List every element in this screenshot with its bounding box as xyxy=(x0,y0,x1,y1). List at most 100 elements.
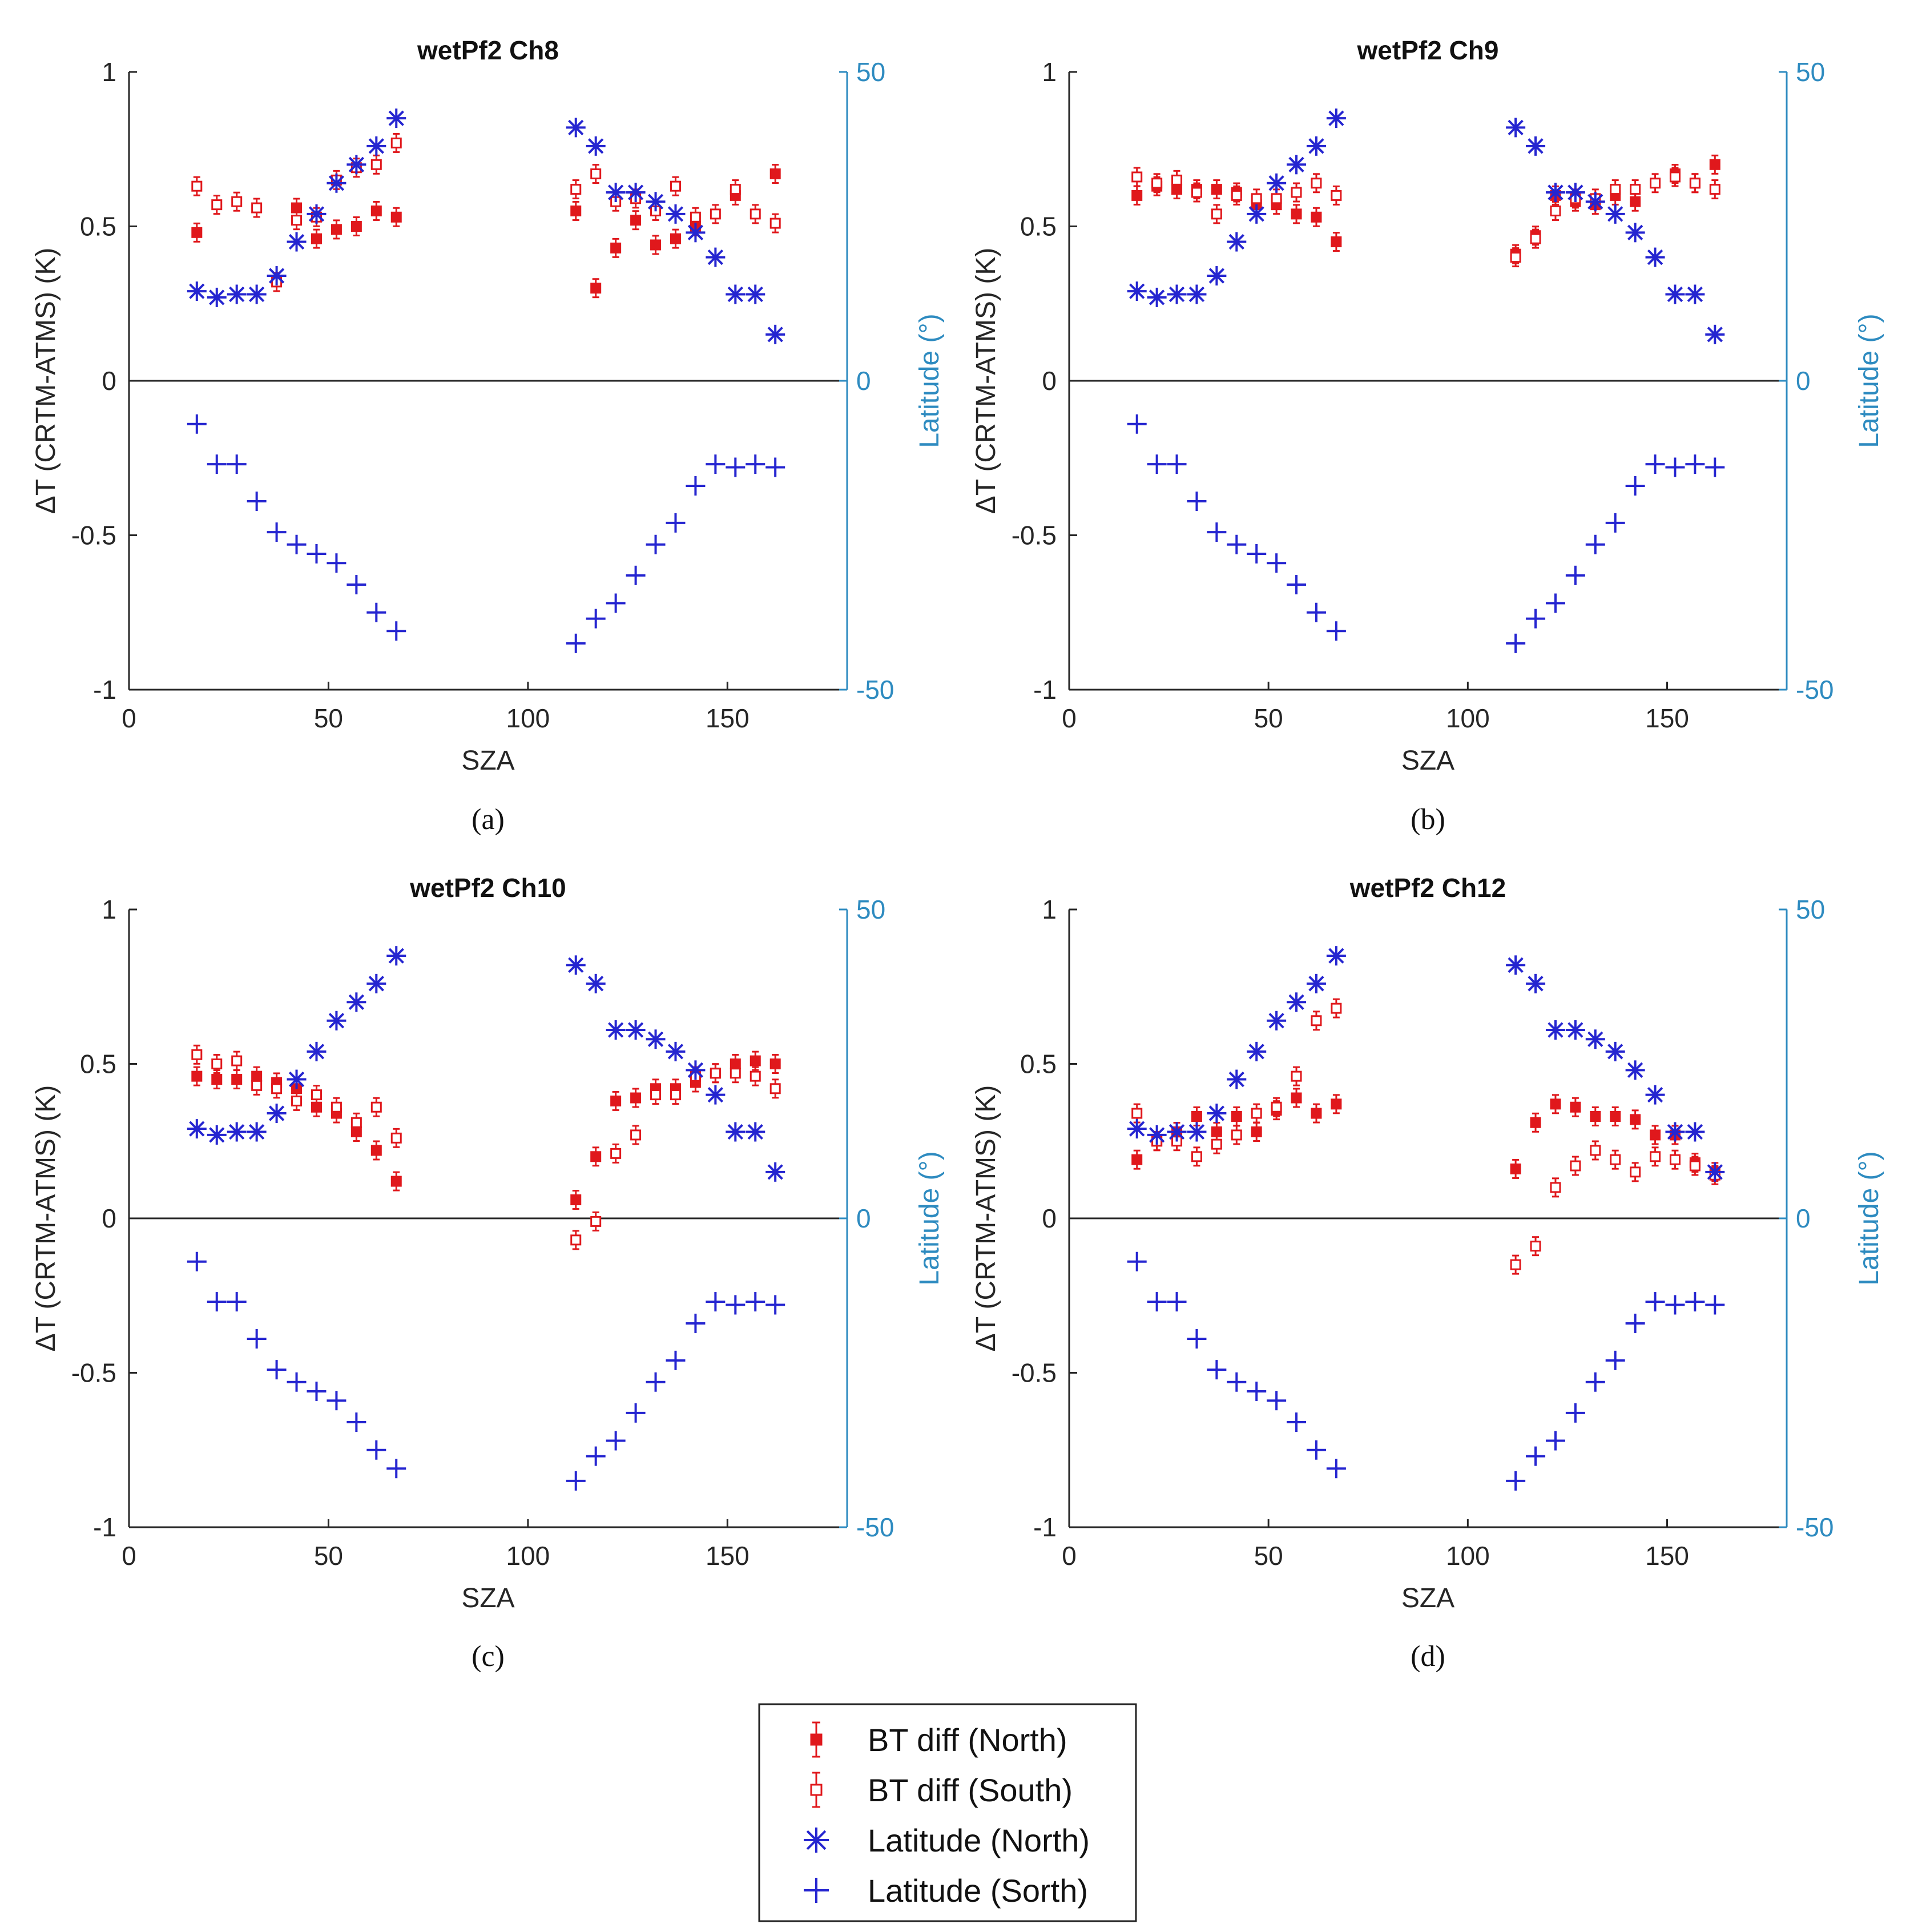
latitude-north-point xyxy=(1645,1085,1665,1105)
latitude-south-point xyxy=(1326,621,1346,641)
latitude-north-point xyxy=(386,946,406,966)
marker-stroke xyxy=(1288,994,1304,1010)
legend-marker xyxy=(810,1733,823,1746)
latitude-north-point xyxy=(267,1104,287,1124)
legend-marker xyxy=(810,1784,823,1796)
latitude-south-point xyxy=(1287,1412,1307,1432)
marker-stroke xyxy=(687,1062,704,1078)
bt-south-point xyxy=(1151,173,1163,194)
latitude-south-point xyxy=(686,1313,706,1333)
latitude-south-point xyxy=(1306,602,1326,622)
latitude-south-point xyxy=(1565,565,1585,585)
y-tick-label: 1 xyxy=(1042,895,1057,924)
latitude-south-point xyxy=(1625,476,1645,496)
latitude-north-point xyxy=(646,1029,666,1049)
series-bt-diff-north xyxy=(191,1050,781,1210)
point-marker xyxy=(291,215,303,226)
y-axis-label: ΔT (CRTM-ATMS) (K) xyxy=(31,1085,61,1352)
latitude-north-point xyxy=(1287,155,1307,175)
latitude-south-point xyxy=(1585,534,1605,554)
bt-south-point xyxy=(1570,1156,1581,1176)
latitude-south-point xyxy=(706,454,726,474)
point-marker xyxy=(231,1074,243,1085)
point-marker xyxy=(1650,178,1661,189)
latitude-south-point xyxy=(1247,1381,1267,1401)
point-marker xyxy=(1231,1129,1242,1141)
point-marker xyxy=(1650,1129,1661,1141)
bt-north-point xyxy=(1331,1094,1342,1114)
marker-stroke xyxy=(1149,1127,1165,1143)
point-marker xyxy=(690,211,701,223)
latitude-north-point xyxy=(626,1020,646,1040)
point-marker xyxy=(1291,1070,1302,1082)
bt-south-point xyxy=(710,204,721,224)
marker-stroke xyxy=(1687,1124,1703,1140)
bt-south-point xyxy=(370,1097,382,1117)
y-tick-label: -0.5 xyxy=(1012,521,1057,550)
y2-axis-label: Latitude (°) xyxy=(914,313,945,448)
legend-entry-3: Latitude (North) xyxy=(804,1822,1090,1858)
latitude-north-point xyxy=(1306,973,1326,993)
marker-stroke xyxy=(1707,1164,1723,1180)
bt-north-point xyxy=(350,216,362,236)
latitude-north-point xyxy=(1306,136,1326,156)
point-marker xyxy=(1669,171,1681,183)
bt-south-point xyxy=(1510,1254,1521,1275)
point-marker xyxy=(570,205,582,216)
y-tick-label: -0.5 xyxy=(71,521,116,550)
chart-panel-4: 0 50 100 150 -1 -0.5 0 0.5 1 -50 0 50 wetPf2 Ch12 SZA… xyxy=(971,873,1884,1673)
point-marker xyxy=(1550,1098,1561,1110)
bt-north-point xyxy=(1211,179,1222,200)
legend-label: BT diff (North) xyxy=(868,1722,1067,1758)
series-latitude-north xyxy=(1127,108,1725,344)
bt-south-point xyxy=(590,164,602,184)
bt-north-point xyxy=(1630,1109,1641,1130)
bt-north-point xyxy=(570,1190,582,1210)
marker-stroke xyxy=(647,1031,664,1047)
point-marker xyxy=(590,1215,602,1227)
latitude-north-point xyxy=(1207,266,1227,286)
latitude-north-point xyxy=(1147,1125,1167,1145)
marker-stroke xyxy=(667,206,684,222)
latitude-north-point xyxy=(1247,204,1267,224)
y-tick-label: 0.5 xyxy=(1020,1049,1057,1079)
y-axis-label: ΔT (CRTM-ATMS) (K) xyxy=(971,248,1001,514)
latitude-north-point xyxy=(187,1119,207,1139)
series-bt-diff-north xyxy=(1131,1088,1720,1182)
latitude-north-point xyxy=(1565,1020,1585,1040)
marker-stroke xyxy=(647,194,664,210)
latitude-south-point xyxy=(606,593,626,613)
latitude-north-point xyxy=(1127,1119,1147,1139)
bt-south-point xyxy=(730,1063,741,1084)
bt-south-point xyxy=(769,213,781,234)
latitude-south-point xyxy=(1147,454,1167,474)
point-marker xyxy=(670,1089,681,1101)
point-marker xyxy=(1510,1163,1521,1174)
point-marker xyxy=(1271,1101,1282,1113)
latitude-north-point xyxy=(746,1122,765,1142)
series-latitude-sorth xyxy=(187,1251,785,1491)
series-latitude-sorth xyxy=(1127,1251,1725,1491)
bt-north-point xyxy=(630,210,642,231)
bt-north-point xyxy=(1331,232,1342,252)
point-marker xyxy=(1311,178,1322,189)
y-tick-label: 0.5 xyxy=(80,1049,116,1079)
marker-stroke xyxy=(1149,289,1165,305)
latitude-north-point xyxy=(1605,204,1625,224)
point-marker xyxy=(1669,1154,1681,1165)
latitude-north-point xyxy=(646,192,666,212)
marker-stroke xyxy=(388,110,404,126)
latitude-south-point xyxy=(187,1251,207,1271)
bt-south-point xyxy=(390,1128,402,1148)
y2-tick-label: -50 xyxy=(1796,675,1834,705)
bt-south-point xyxy=(1311,173,1322,194)
panel-caption: (d) xyxy=(1411,1640,1445,1673)
y-tick-label: 1 xyxy=(102,895,116,924)
bt-south-point xyxy=(570,179,582,200)
latitude-south-point xyxy=(1625,1313,1645,1333)
y-tick-label: 0.5 xyxy=(80,212,116,242)
point-marker xyxy=(1211,208,1222,220)
latitude-north-point xyxy=(1705,324,1725,344)
latitude-north-point xyxy=(1665,1122,1685,1142)
latitude-south-point xyxy=(746,1292,765,1312)
